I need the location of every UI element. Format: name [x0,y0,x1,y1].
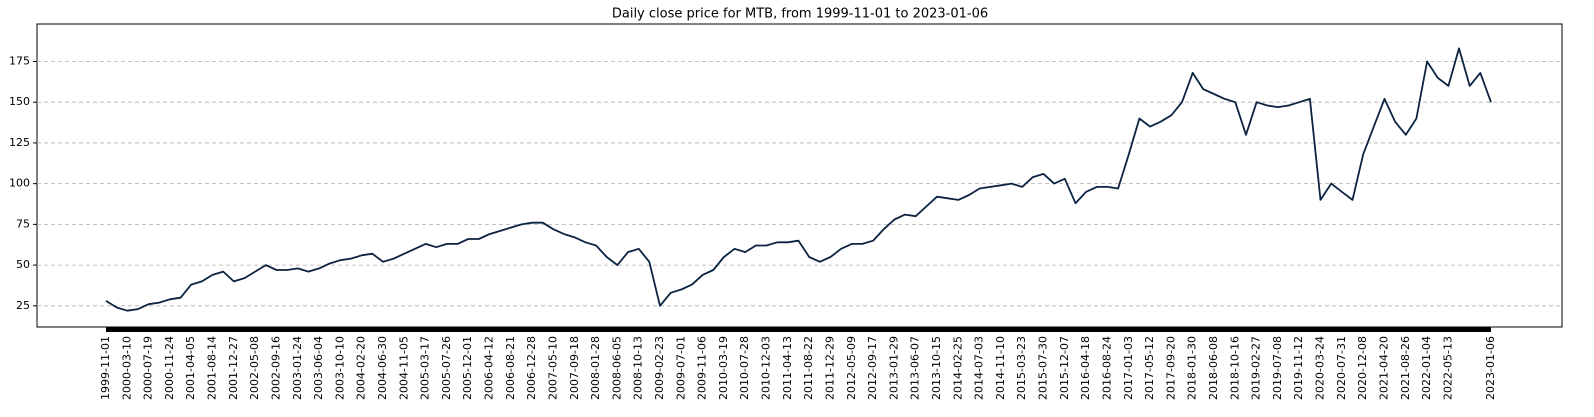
x-tick-label: 2008-01-28 [589,336,602,400]
x-tick-label: 2012-09-17 [866,336,879,400]
x-tick-label: 2009-02-23 [653,336,666,400]
plot-frame [36,23,1563,328]
x-tick-label: 2014-02-25 [951,336,964,400]
x-tick-label: 2020-12-08 [1356,336,1369,400]
x-tick-label: 2005-03-17 [419,336,432,400]
x-tick-label: 2016-04-18 [1079,336,1092,400]
x-tick-label: 2010-03-19 [717,336,730,400]
x-tick-label: 2019-11-12 [1292,336,1305,400]
x-tick-band [106,327,1491,332]
x-tick-label: 2008-10-13 [632,336,645,400]
chart-title: Daily close price for MTB, from 1999-11-… [612,7,988,22]
price-line [105,47,1492,312]
y-tick-label: 25 [16,299,30,312]
x-tick-label: 2004-06-30 [376,336,389,400]
x-tick-label: 2005-07-26 [440,336,453,400]
x-tick-label: 2002-05-08 [248,336,261,400]
x-tick-label: 2018-01-30 [1186,336,1199,400]
y-tick-label: 150 [9,95,30,108]
x-tick-label: 2000-03-10 [120,336,133,400]
x-tick-label: 1999-11-01 [99,336,112,400]
x-tick-label: 2010-12-03 [760,336,773,400]
x-tick-label: 2021-04-20 [1377,336,1390,400]
x-tick-label: 2021-08-26 [1399,336,1412,400]
x-tick-label: 2000-07-19 [142,336,155,400]
x-tick-label: 2001-08-14 [206,336,219,400]
x-tick-label: 2022-01-04 [1420,336,1433,400]
x-tick-label: 2013-01-29 [887,336,900,400]
x-tick-label: 2015-07-30 [1037,336,1050,400]
y-tick-label: 50 [16,258,30,271]
x-tick-label: 2009-11-06 [696,336,709,400]
x-tick-label: 2014-11-10 [994,336,1007,400]
x-tick-label: 2010-07-28 [738,336,751,400]
x-tick-label: 2018-10-16 [1228,336,1241,400]
x-tick-label: 2022-05-13 [1441,336,1454,400]
x-tick-label: 2016-08-24 [1100,336,1113,400]
x-tick-label: 2018-06-08 [1207,336,1220,400]
x-tick-label: 2019-02-27 [1250,336,1263,400]
y-tick-label: 175 [9,54,30,67]
x-tick-label: 2005-12-01 [461,336,474,400]
x-tick-label: 2000-11-24 [163,336,176,400]
x-tick-label: 2006-08-21 [504,336,517,400]
x-tick-label: 2003-01-24 [291,336,304,400]
x-tick-label: 2009-07-01 [674,336,687,400]
x-tick-label: 2013-06-07 [909,336,922,400]
x-tick-label: 2017-05-12 [1143,336,1156,400]
x-tick-label: 2007-05-10 [546,336,559,400]
x-tick-label: 2006-12-28 [525,336,538,400]
x-tick-label: 2023-01-06 [1484,336,1497,400]
x-tick-label: 2004-11-05 [397,336,410,400]
x-tick-label: 2008-06-05 [610,336,623,400]
x-tick-label: 2011-12-29 [823,336,836,400]
x-tick-label: 2020-07-31 [1335,336,1348,400]
x-tick-label: 2014-07-03 [973,336,986,400]
x-tick-label: 2017-01-03 [1122,336,1135,400]
x-tick-label: 2015-03-23 [1015,336,1028,400]
x-tick-label: 2001-12-27 [227,336,240,400]
y-tick-label: 75 [16,217,30,230]
x-tick-label: 2019-07-08 [1271,336,1284,400]
x-tick-label: 2012-05-09 [845,336,858,400]
x-tick-label: 2015-12-07 [1058,336,1071,400]
y-tick-label: 100 [9,177,30,190]
x-tick-label: 2004-02-20 [355,336,368,400]
x-tick-label: 2011-04-13 [781,336,794,400]
x-tick-label: 2020-03-24 [1314,336,1327,400]
x-tick-label: 2007-09-18 [568,336,581,400]
x-tick-label: 2013-10-15 [930,336,943,400]
x-tick-label: 2017-09-20 [1164,336,1177,400]
x-tick-label: 2003-06-04 [312,336,325,400]
x-tick-label: 2006-04-12 [483,336,496,400]
x-tick-label: 2003-10-10 [333,336,346,400]
x-tick-label: 2001-04-05 [184,336,197,400]
y-tick-label: 125 [9,136,30,149]
x-tick-label: 2011-08-22 [802,336,815,400]
x-tick-label: 2002-09-16 [269,336,282,400]
